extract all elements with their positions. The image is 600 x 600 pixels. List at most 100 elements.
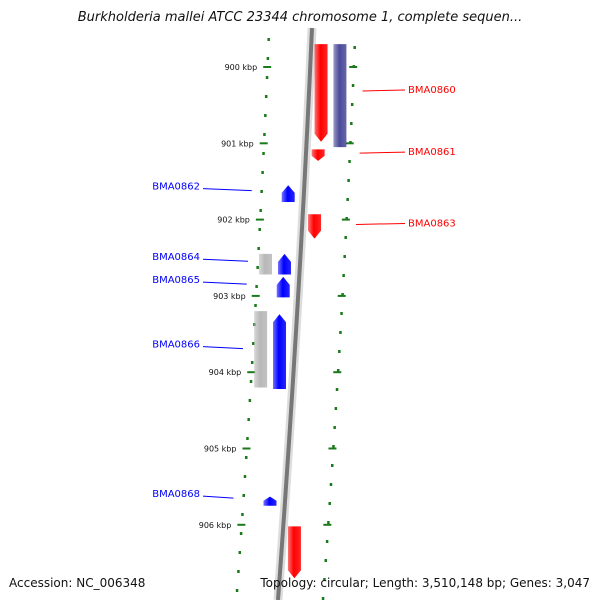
gene-arrow[interactable]	[314, 44, 328, 142]
gene-leader-line	[356, 222, 406, 225]
ring-dot	[350, 122, 353, 125]
ring-dot	[350, 103, 354, 106]
ring-dot	[335, 388, 339, 391]
ring-dot	[348, 160, 351, 163]
gene-arrow[interactable]	[254, 311, 268, 388]
ring-dot	[342, 274, 345, 277]
ring-dot	[258, 228, 261, 231]
ring-dot	[353, 46, 356, 49]
ring-dot	[243, 475, 247, 478]
ring-dot	[246, 437, 249, 440]
gene-arrow[interactable]	[258, 253, 272, 275]
ring-dot	[343, 255, 346, 258]
gene-label[interactable]: BMA0864	[152, 252, 200, 263]
ring-dot	[347, 179, 350, 182]
ring-dot	[345, 217, 348, 220]
gene-arrow[interactable]	[263, 496, 277, 506]
tick-label: 905 kbp	[204, 445, 237, 454]
feature-group	[254, 44, 347, 579]
ring-dot	[262, 152, 265, 155]
map-title: Burkholderia mallei ATCC 23344 chromosom…	[77, 10, 523, 25]
ring-dot	[241, 513, 244, 516]
tick-label: 904 kbp	[209, 368, 242, 377]
ring-dot	[328, 502, 331, 505]
ring-dot	[267, 38, 270, 41]
gene-label[interactable]: BMA0861	[408, 147, 456, 158]
gene-arrow[interactable]	[273, 314, 287, 389]
tick-group: 900 kbp 901 kbp 902 kbp 903 kbp 904 kbp 905 k…	[199, 63, 358, 530]
gene-arrow[interactable]	[281, 185, 295, 203]
ring-dot	[338, 350, 341, 353]
gene-label[interactable]: BMA0868	[152, 489, 200, 500]
gene-leader-line	[202, 258, 249, 262]
ring-dot	[235, 589, 239, 592]
ring-dot	[261, 171, 264, 174]
ring-dot	[242, 494, 245, 497]
gene-arrow[interactable]	[276, 276, 290, 298]
gene-leader-line	[202, 346, 244, 350]
ring-dot	[252, 342, 255, 345]
gene-label[interactable]: BMA0862	[152, 182, 200, 193]
gene-label[interactable]: BMA0865	[152, 275, 200, 286]
ring-dot	[257, 247, 260, 250]
ring-dot	[344, 236, 347, 239]
gene-leader-line	[202, 281, 247, 285]
ring-dot	[333, 426, 336, 429]
gene-arrow[interactable]	[308, 214, 322, 239]
ring-dot	[351, 84, 355, 87]
ring-dot	[329, 483, 333, 486]
ring-dot	[336, 369, 340, 372]
ring-dot	[247, 418, 250, 421]
ring-dot	[238, 551, 242, 554]
gene-label[interactable]: BMA0866	[152, 340, 200, 351]
ring-dot	[260, 190, 263, 193]
ring-dot	[263, 133, 266, 136]
tick-label: 902 kbp	[217, 216, 250, 225]
ring-dot	[332, 445, 335, 448]
ring-dot	[325, 540, 329, 543]
tick-label: 903 kbp	[213, 292, 246, 301]
ring-dot	[323, 578, 326, 581]
ring-dot	[254, 304, 257, 307]
ring-dot	[250, 361, 254, 364]
ring-dot	[339, 331, 342, 334]
ring-dot	[237, 570, 240, 573]
gene-leader-line	[202, 188, 252, 192]
tick-label: 906 kbp	[199, 521, 232, 530]
tick-label: 901 kbp	[221, 139, 254, 148]
gene-arrow[interactable]	[333, 44, 347, 148]
ring-dot	[266, 57, 270, 60]
gene-leader-line	[202, 495, 234, 499]
inner-dotted-ring	[235, 38, 270, 592]
ring-dot	[259, 209, 262, 212]
ring-dot	[264, 95, 268, 98]
gene-label[interactable]: BMA0863	[408, 218, 456, 229]
ring-dot	[264, 114, 267, 117]
topology-summary-text: Topology: circular; Length: 3,510,148 bp…	[260, 576, 590, 590]
ring-dot	[341, 293, 344, 296]
gene-arrow[interactable]	[277, 253, 291, 275]
gene-leader-line	[359, 151, 406, 154]
ring-dot	[256, 266, 259, 269]
label-group: BMA0860 BMA0861 BMA0862 BMA0863 BMA0864 BMA08…	[152, 85, 456, 500]
ring-dot	[239, 532, 243, 535]
ring-dot	[255, 285, 258, 288]
ring-dot	[265, 76, 269, 79]
ring-dot	[248, 399, 252, 402]
ring-dot	[324, 559, 328, 562]
ring-dot	[346, 198, 349, 201]
tick-label: 900 kbp	[225, 63, 258, 72]
gene-arrow[interactable]	[311, 149, 325, 161]
gene-arrow[interactable]	[287, 526, 301, 579]
ring-dot	[321, 597, 325, 600]
ring-dot	[340, 312, 343, 315]
backbone-line	[276, 27, 314, 600]
gene-leader-line	[362, 89, 406, 92]
ring-dot	[244, 456, 248, 459]
gene-label[interactable]: BMA0860	[408, 85, 456, 96]
ring-dot	[249, 380, 253, 383]
accession-text: Accession: NC_006348	[9, 576, 146, 590]
ring-dot	[330, 464, 334, 467]
ring-dot	[327, 521, 330, 524]
